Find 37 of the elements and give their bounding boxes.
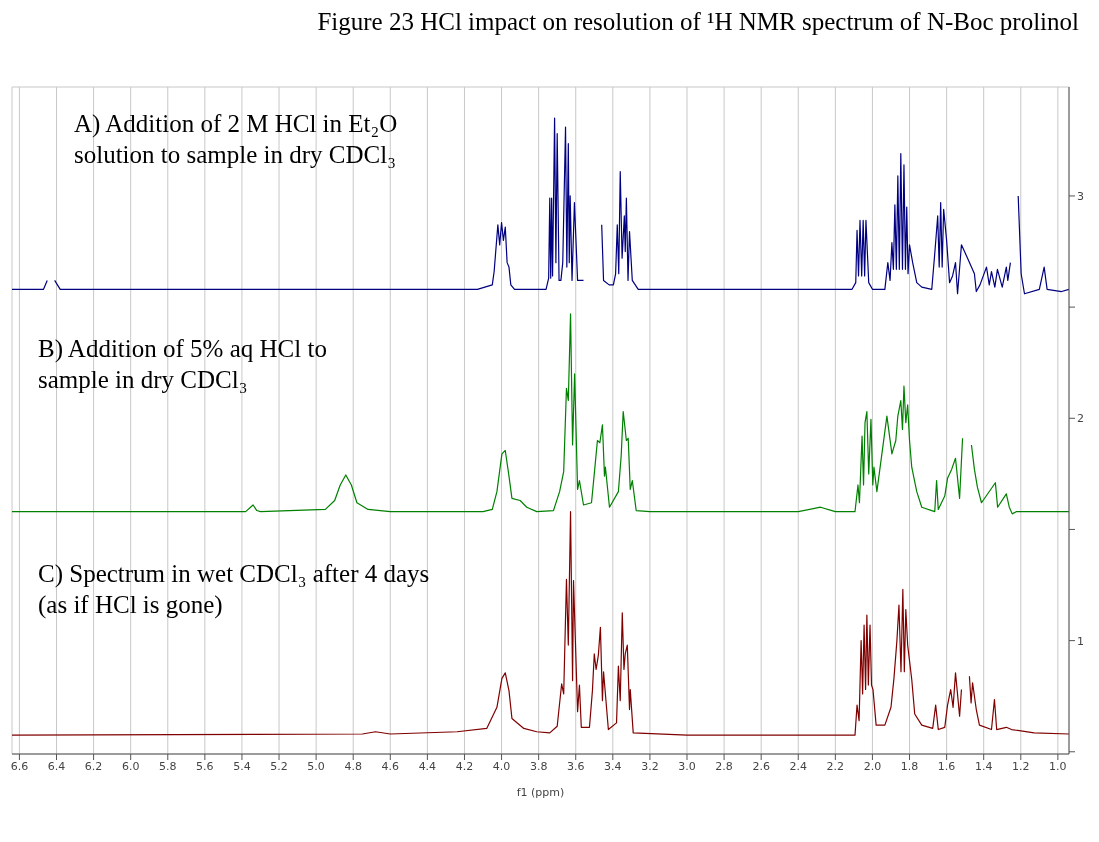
x-tick-label: 5.8 bbox=[159, 759, 177, 773]
y-tick-label: 2 bbox=[1077, 412, 1084, 426]
x-axis-title: f1 (ppm) bbox=[516, 786, 565, 799]
x-tick-label: 4.0 bbox=[492, 759, 511, 773]
x-tick-label: 6.4 bbox=[47, 759, 66, 773]
x-tick-label: 5.4 bbox=[233, 759, 251, 773]
x-tick-label: 4.2 bbox=[455, 759, 474, 773]
y-tick-label: 1 bbox=[1077, 634, 1084, 648]
x-tick-label: 3.2 bbox=[641, 759, 659, 773]
annotation: B) Addition of 5% aq HCl to sample in dry CDCl₃ bbox=[38, 334, 328, 395]
x-tick-label: 2.4 bbox=[789, 759, 808, 773]
x-tick-label: 6.2 bbox=[84, 759, 103, 773]
x-tick-label: 1.2 bbox=[1012, 759, 1030, 773]
x-tick-label: 3.8 bbox=[529, 759, 548, 773]
y-tick-label: 3 bbox=[1077, 189, 1084, 203]
x-tick-label: 4.4 bbox=[418, 759, 437, 773]
annotation: A) Addition of 2 M HCl in Et₂O solution to sample in dry CDCl₃ bbox=[74, 109, 399, 170]
x-tick-label: 5.2 bbox=[270, 759, 288, 773]
x-tick-label: 6.0 bbox=[121, 759, 140, 773]
x-tick-label: 2.0 bbox=[863, 759, 882, 773]
chart-title: Figure 23 HCl impact on resolution of ¹H NMR spectrum of N-Boc prolinol bbox=[317, 8, 1079, 36]
x-tick-label: 1.0 bbox=[1049, 759, 1067, 773]
x-tick-label: 1.4 bbox=[974, 759, 993, 773]
x-tick-label: 5.6 bbox=[196, 759, 214, 773]
x-tick-label: 3.6 bbox=[566, 759, 585, 773]
x-tick-label: 2.6 bbox=[752, 759, 770, 773]
x-tick-label: 4.8 bbox=[344, 759, 362, 773]
annotation: C) Spectrum in wet CDCl₃ after 4 days (as if HCl is gone) bbox=[38, 559, 431, 620]
x-tick-label: 2.2 bbox=[826, 759, 845, 773]
x-tick-label: 4.6 bbox=[381, 759, 400, 773]
x-tick-label: 6.6 bbox=[10, 759, 29, 773]
x-tick-label: 5.0 bbox=[307, 759, 325, 773]
x-tick-label: 3.0 bbox=[678, 759, 696, 773]
x-tick-label: 2.8 bbox=[715, 759, 733, 773]
x-tick-label: 1.8 bbox=[900, 759, 919, 773]
x-tick-label: 3.4 bbox=[604, 759, 622, 773]
x-tick-label: 1.6 bbox=[937, 759, 956, 773]
